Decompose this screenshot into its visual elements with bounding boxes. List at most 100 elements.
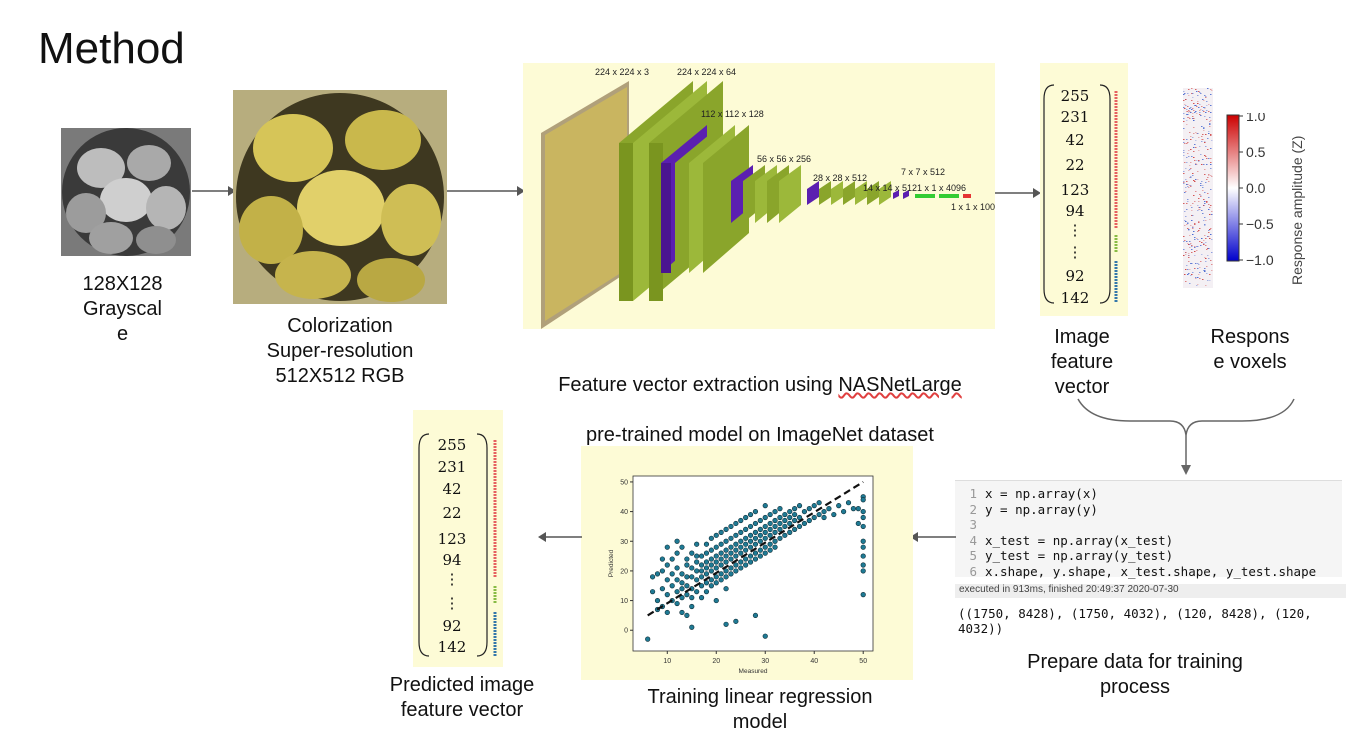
predicted-vector-caption: Predicted image feature vector	[389, 674, 535, 721]
scatter-point	[649, 589, 656, 595]
voxel-cell	[1190, 186, 1192, 187]
colorbar-graphic: 1.0 0.5 0.0 −0.5 −1.0 Response amplitude…	[1226, 108, 1305, 285]
voxel-cell	[1188, 187, 1190, 188]
voxel-cell	[1192, 173, 1194, 174]
voxel-cell	[1189, 132, 1191, 133]
scatter-point	[728, 550, 734, 556]
voxel-cell	[1191, 245, 1193, 246]
voxel-cell	[1210, 158, 1212, 159]
scatter-point	[679, 571, 685, 577]
voxel-cell	[1193, 151, 1195, 152]
scatter-point	[743, 556, 749, 562]
voxel-cell	[1211, 90, 1213, 91]
voxel-cell	[1192, 226, 1194, 227]
voxel-cell	[1191, 88, 1193, 89]
voxel-cell	[1189, 247, 1191, 248]
scatter-point	[811, 514, 817, 521]
voxel-cell	[1187, 274, 1189, 275]
voxel-cell	[1190, 275, 1192, 276]
voxel-cell	[1210, 135, 1212, 136]
scatter-point	[777, 506, 783, 512]
scatter-point	[796, 503, 803, 509]
scatter-point	[772, 529, 778, 535]
scatter-point	[689, 574, 695, 580]
voxel-cell	[1205, 96, 1207, 97]
voxel-cell	[1194, 201, 1196, 202]
scatter-point	[723, 553, 729, 559]
scatter-point	[723, 621, 729, 627]
voxel-cell	[1191, 207, 1193, 208]
voxel-cell	[1199, 278, 1201, 279]
scatter-point	[821, 514, 827, 521]
voxel-cell	[1190, 205, 1192, 206]
vector-value: 123	[437, 530, 467, 548]
voxel-cell	[1208, 111, 1210, 112]
vector-value: ⋮	[1067, 221, 1083, 239]
voxel-cell	[1190, 185, 1192, 186]
scatter-point	[796, 523, 803, 530]
voxel-cell	[1211, 264, 1213, 265]
voxel-cell	[1186, 120, 1188, 121]
voxel-cell	[1209, 123, 1211, 124]
voxel-cell	[1183, 173, 1185, 174]
voxel-cell	[1198, 264, 1200, 265]
scatter-point	[747, 553, 754, 559]
vector-value: ⋮	[1067, 243, 1083, 261]
scatter-point	[708, 547, 714, 553]
x-tick-label: 10	[663, 658, 671, 665]
voxel-cell	[1185, 269, 1187, 270]
vector-value: 42	[442, 480, 462, 498]
scatter-point	[703, 589, 710, 595]
voxel-cell	[1206, 202, 1208, 203]
voxel-cell	[1195, 277, 1197, 278]
voxel-cell	[1210, 234, 1212, 235]
scatter-point	[708, 535, 714, 541]
voxel-cell	[1199, 267, 1201, 268]
voxel-cell	[1189, 269, 1191, 270]
arrow-4	[910, 532, 956, 542]
voxel-cell	[1190, 139, 1192, 140]
scatter-point	[752, 550, 759, 556]
voxel-cell	[1204, 217, 1206, 218]
extraction-line2: pre-trained model on ImageNet dataset	[586, 424, 934, 446]
voxel-cell	[1195, 89, 1197, 90]
voxel-cell	[1203, 243, 1205, 244]
voxel-cell	[1192, 228, 1194, 229]
voxel-cell	[1187, 93, 1189, 94]
voxel-cell	[1198, 209, 1200, 210]
voxel-cell	[1195, 191, 1197, 192]
voxel-cell	[1210, 260, 1212, 261]
voxel-cell	[1206, 164, 1208, 165]
vector-value: 94	[442, 551, 462, 569]
vector-value: 231	[437, 458, 467, 476]
voxel-cell	[1210, 134, 1212, 135]
voxel-cell	[1210, 94, 1212, 95]
scatter-point	[718, 550, 724, 556]
voxel-cell	[1187, 243, 1189, 244]
voxel-cell	[1184, 143, 1186, 144]
voxel-cell	[1201, 181, 1203, 182]
voxel-cell	[1205, 258, 1207, 259]
colorbar-label: Response amplitude (Z)	[1289, 136, 1305, 285]
voxel-cell	[1210, 89, 1212, 90]
voxel-cell	[1188, 95, 1190, 96]
scatter-point	[669, 583, 675, 589]
voxel-cell	[1192, 137, 1194, 138]
scatter-point	[694, 577, 700, 583]
voxel-cell	[1196, 91, 1198, 92]
voxel-cell	[1191, 156, 1193, 157]
scatter-point	[703, 580, 710, 586]
voxel-cell	[1191, 215, 1193, 216]
voxel-cell	[1204, 155, 1206, 156]
scatter-point	[713, 532, 719, 538]
scatter-point	[792, 506, 798, 512]
voxel-cell	[1203, 127, 1205, 128]
scatter-point	[718, 556, 724, 562]
scatter-point	[777, 535, 783, 541]
voxel-cell	[1195, 163, 1197, 164]
voxel-cell	[1193, 147, 1195, 148]
layer-label: 14 x 14 x 512	[863, 183, 917, 193]
scatter-point	[762, 523, 768, 530]
scatter-point	[689, 603, 695, 610]
